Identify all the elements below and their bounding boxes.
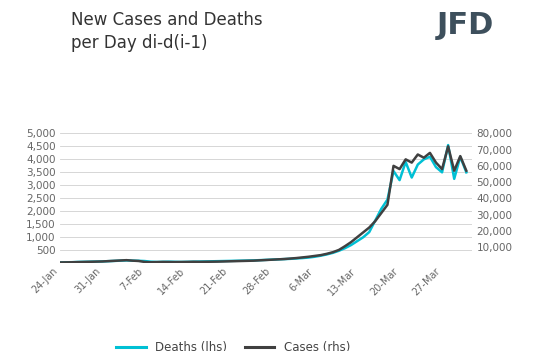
Text: JFD: JFD — [437, 11, 494, 40]
Text: New Cases and Deaths
per Day di-d(i-1): New Cases and Deaths per Day di-d(i-1) — [71, 11, 262, 52]
Legend: Deaths (lhs), Cases (rhs): Deaths (lhs), Cases (rhs) — [111, 337, 355, 351]
